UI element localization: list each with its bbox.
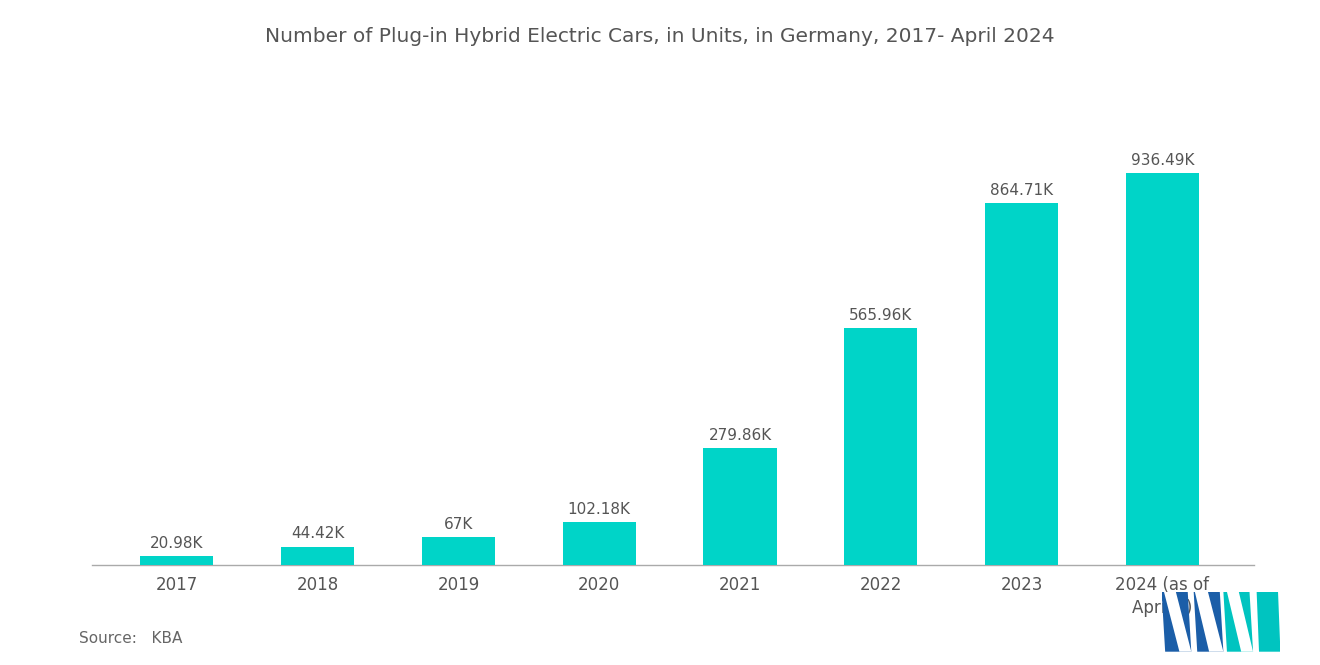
Polygon shape [1224, 592, 1253, 652]
Text: Source:   KBA: Source: KBA [79, 631, 182, 646]
Text: 44.42K: 44.42K [290, 526, 345, 541]
Bar [1126, 173, 1199, 565]
Polygon shape [1193, 592, 1224, 652]
Polygon shape [1162, 592, 1191, 652]
Bar [985, 203, 1059, 565]
Text: 102.18K: 102.18K [568, 502, 631, 517]
Polygon shape [1257, 592, 1280, 652]
Polygon shape [1164, 592, 1191, 652]
Bar [562, 523, 636, 565]
Text: 20.98K: 20.98K [150, 536, 203, 551]
Text: Number of Plug-in Hybrid Electric Cars, in Units, in Germany, 2017- April 2024: Number of Plug-in Hybrid Electric Cars, … [265, 27, 1055, 46]
Text: 864.71K: 864.71K [990, 183, 1053, 198]
Text: 565.96K: 565.96K [849, 308, 912, 323]
Polygon shape [1226, 592, 1253, 652]
Text: 936.49K: 936.49K [1131, 153, 1195, 168]
Bar [422, 537, 495, 565]
Bar [140, 557, 214, 565]
Bar [704, 448, 776, 565]
Text: 279.86K: 279.86K [709, 428, 772, 443]
Bar [281, 547, 354, 565]
Text: 67K: 67K [444, 517, 473, 532]
Polygon shape [1195, 592, 1224, 652]
Bar [845, 329, 917, 565]
